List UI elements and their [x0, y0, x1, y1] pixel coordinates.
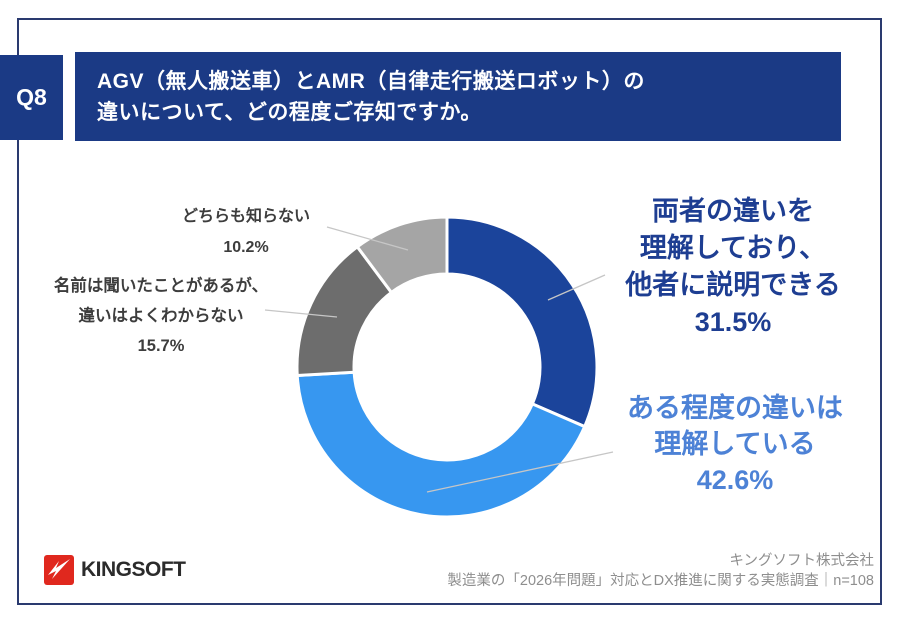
callout-somewhat-understand: ある程度の違いは 理解している 42.6%: [585, 390, 885, 498]
donut-segment: [445, 215, 599, 429]
percentage-value: 42.6%: [696, 465, 774, 495]
border-frame: [17, 18, 882, 605]
callout-line: 理解している: [654, 429, 816, 459]
callout-know-neither: どちらも知らない 10.2%: [146, 201, 346, 263]
callout-line: 両者の違いを: [652, 196, 814, 226]
kingsoft-logo-icon: [44, 555, 74, 585]
callout-understand-explain: 両者の違いを 理解しており、 他者に説明できる 31.5%: [583, 193, 883, 341]
callout-line: どちらも知らない: [181, 208, 310, 225]
callout-line: 名前は聞いたことがあるが、: [53, 277, 269, 295]
percentage-value: 15.7%: [137, 337, 185, 355]
question-header: AGV（無人搬送車）とAMR（自律走行搬送ロボット）の 違いについて、どの程度ご…: [75, 52, 841, 141]
callout-line: 他者に説明できる: [625, 270, 841, 300]
kingsoft-logo: KINGSOFT: [44, 555, 186, 585]
question-title-line1: AGV（無人搬送車）とAMR（自律走行搬送ロボット）の: [97, 70, 645, 93]
question-number: Q8: [16, 84, 47, 110]
callout-line: ある程度の違いは: [627, 393, 843, 423]
percentage-value: 10.2%: [223, 239, 269, 256]
kingsoft-logo-text: KINGSOFT: [81, 558, 186, 581]
footer-credits: キングソフト株式会社 製造業の「2026年問題」対応とDX推進に関する実態調査｜…: [447, 551, 874, 591]
callout-heard-name-only: 名前は聞いたことがあるが、 違いはよくわからない 15.7%: [40, 271, 282, 361]
percentage-value: 31.5%: [694, 307, 772, 337]
callout-line: 理解しており、: [639, 233, 827, 263]
callout-line: 違いはよくわからない: [78, 307, 244, 325]
question-title-line2: 違いについて、どの程度ご存知ですか。: [97, 101, 482, 124]
company-name: キングソフト株式会社: [729, 553, 874, 569]
survey-title: 製造業の「2026年問題」対応とDX推進に関する実態調査｜n=108: [447, 573, 874, 589]
question-number-box: Q8: [0, 55, 63, 140]
